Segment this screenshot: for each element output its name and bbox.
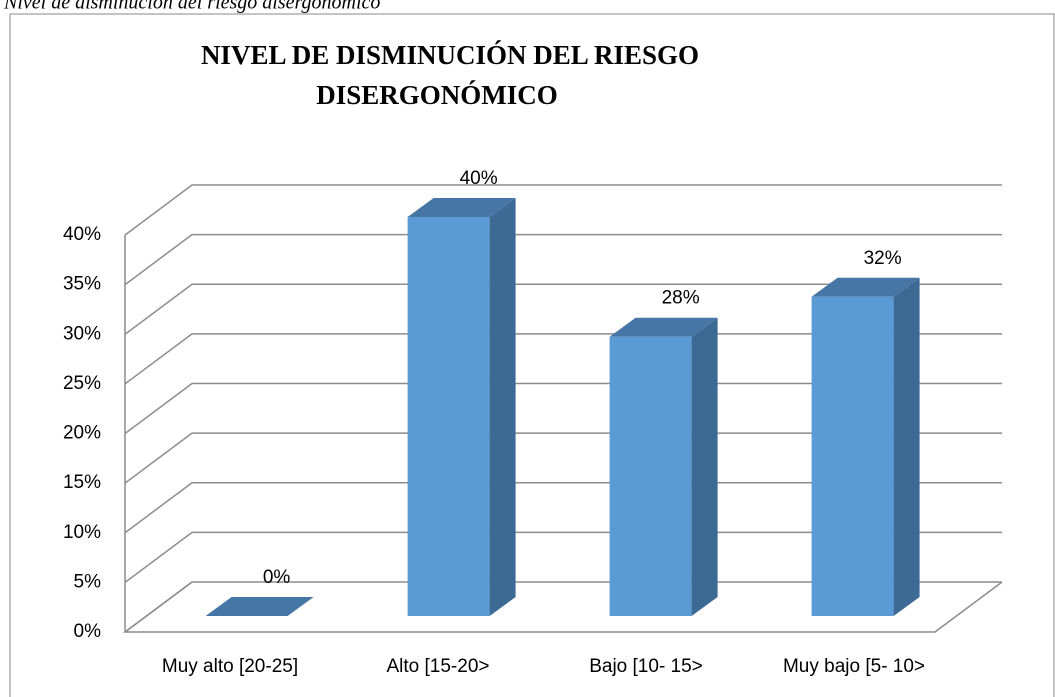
bar-side <box>691 317 718 616</box>
value-label: 32% <box>864 248 902 269</box>
bar-side <box>489 198 516 616</box>
chart-title: DISERGONÓMICO <box>316 80 558 110</box>
bar-top <box>811 277 920 297</box>
bar-top <box>609 317 718 337</box>
y-tick-label: 5% <box>74 571 102 592</box>
grid-line <box>124 432 1002 484</box>
bar-top <box>205 597 314 616</box>
grid-line <box>124 581 1002 633</box>
bar <box>609 317 718 616</box>
bar-top <box>407 198 516 218</box>
grid-line <box>124 283 1002 335</box>
y-tick-label: 25% <box>63 373 101 394</box>
bar <box>205 597 314 616</box>
x-tick-label: Bajo [10- 15> <box>589 656 703 677</box>
y-tick-label: 0% <box>74 621 102 642</box>
bar-side <box>893 277 920 616</box>
y-tick-label: 35% <box>63 274 101 295</box>
bar-front <box>407 217 490 616</box>
grid-line <box>124 233 1002 286</box>
grid-line <box>124 531 1002 583</box>
bar <box>407 198 516 616</box>
y-tick-label: 15% <box>63 472 101 493</box>
grid-line <box>124 184 1002 236</box>
y-tick-label: 10% <box>63 522 101 543</box>
bar-front <box>609 336 692 616</box>
x-tick-label: Alto [15-20> <box>387 656 490 677</box>
y-tick-label: 20% <box>63 423 101 444</box>
x-tick-label: Muy bajo [5- 10> <box>783 656 925 677</box>
bar <box>811 277 920 616</box>
value-label: 40% <box>460 168 498 189</box>
y-tick-label: 40% <box>63 224 101 245</box>
caption: Nivel de disminución del riesgo disergon… <box>3 0 380 14</box>
value-label: 28% <box>662 288 700 309</box>
value-label: 0% <box>263 567 291 588</box>
bar-front <box>811 296 894 616</box>
x-tick-label: Muy alto [20-25] <box>162 656 298 677</box>
y-tick-label: 30% <box>63 323 101 344</box>
grid-line <box>124 382 1002 435</box>
grid-line <box>124 333 1002 385</box>
grid-line <box>124 482 1002 534</box>
chart-title: NIVEL DE DISMINUCIÓN DEL RIESGO <box>201 40 699 70</box>
